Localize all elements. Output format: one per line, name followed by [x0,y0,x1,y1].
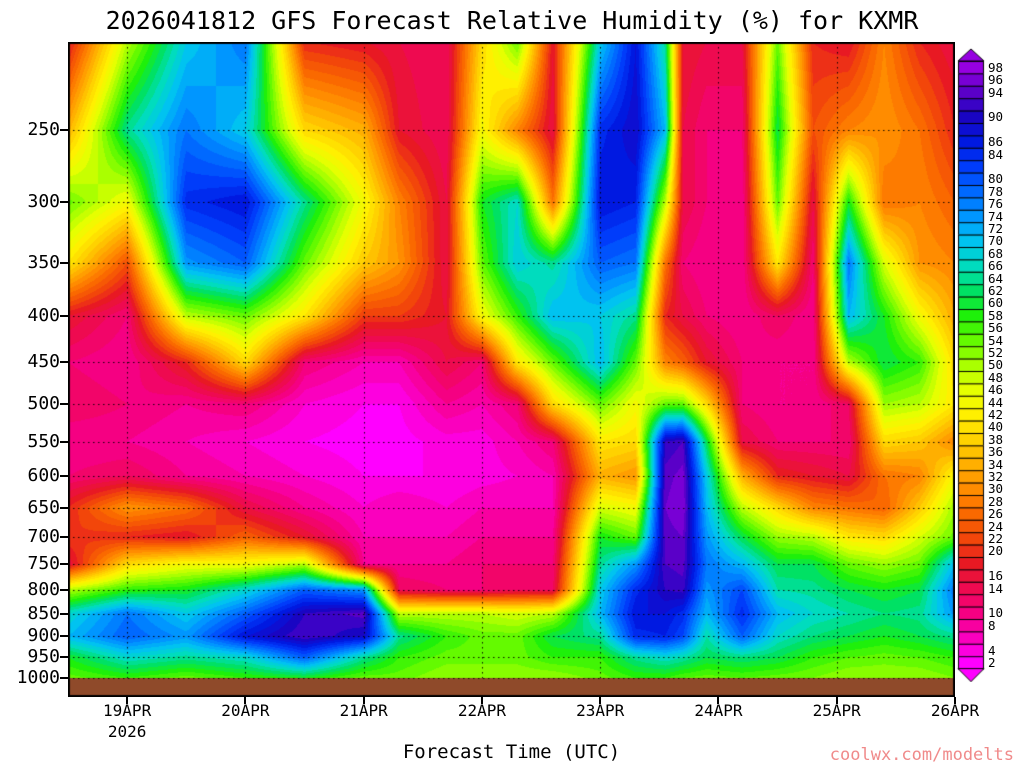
colorbar-tick-label: 34 [988,456,1004,472]
y-tick-label: 500 [27,392,60,414]
y-tick-label: 1000 [16,666,60,688]
y-tick-label: 350 [27,252,60,274]
colorbar-tick-label: 50 [988,357,1004,373]
y-tick-mark [60,402,68,405]
colorbar-tick-label: 38 [988,431,1004,447]
y-tick-mark [60,361,68,364]
x-tick-mark [717,697,720,704]
y-tick-label: 700 [27,525,60,547]
rh-heatmap-canvas [68,42,955,697]
y-tick-mark [60,506,68,509]
x-tick-label: 22APR [457,701,506,720]
y-tick-mark [60,201,68,204]
colorbar-tick-label: 20 [988,543,1004,559]
y-tick-label: 800 [27,578,60,600]
x-tick-mark [599,697,602,704]
x-tick-mark [835,697,838,704]
y-tick-mark [60,129,68,132]
y-tick-mark [60,612,68,615]
colorbar-tick-label: 86 [988,134,1004,150]
colorbar-canvas [956,48,988,682]
colorbar-tick-label: 90 [988,109,1004,125]
x-tick-mark [126,697,129,704]
colorbar-tick-label: 70 [988,233,1004,249]
colorbar-tick-label: 96 [988,72,1004,88]
colorbar-tick-label: 62 [988,282,1004,298]
y-tick-mark [60,314,68,317]
x-tick-label: 26APR [930,701,980,720]
x-tick-label: 24APR [694,701,743,720]
colorbar-tick-label: 44 [988,394,1004,410]
x-tick-label: 20APR [221,701,270,720]
colorbar-tick-label: 40 [988,419,1004,435]
colorbar-tick-label: 60 [988,295,1004,311]
colorbar-tick-label: 74 [988,208,1004,224]
colorbar-tick-label: 4 [988,642,996,658]
colorbar-tick-label: 46 [988,382,1004,398]
y-tick-label: 400 [27,304,60,326]
y-tick-label: 850 [27,602,60,624]
colorbar-tick-label: 56 [988,320,1004,336]
y-tick-label: 650 [27,496,60,518]
y-tick-label: 750 [27,553,60,575]
y-tick-mark [60,676,68,679]
chart-title: 2026041812 GFS Forecast Relative Humidit… [105,6,919,35]
x-tick-label: 23APR [576,701,625,720]
colorbar-tick-label: 84 [988,146,1004,162]
colorbar-tick-label: 52 [988,344,1004,360]
colorbar-tick-label: 64 [988,270,1004,286]
colorbar-tick-label: 2 [988,654,996,670]
colorbar-tick-label: 14 [988,580,1004,596]
colorbar-tick-label: 54 [988,332,1004,348]
y-tick-mark [60,440,68,443]
x-tick-label: 25APR [812,701,861,720]
y-tick-mark [60,563,68,566]
y-tick-mark [60,474,68,477]
year-label: 2026 [107,722,147,741]
colorbar-tick-label: 32 [988,468,1004,484]
y-tick-label: 600 [27,464,60,486]
colorbar-tick-label: 58 [988,307,1004,323]
y-tick-label: 250 [27,119,60,141]
colorbar-tick-label: 26 [988,506,1004,522]
x-axis-title: Forecast Time (UTC) [402,741,621,763]
x-tick-label: 19APR [103,701,152,720]
colorbar-tick-label: 76 [988,196,1004,212]
y-tick-label: 450 [27,351,60,373]
colorbar-tick-label: 8 [988,617,996,633]
x-tick-mark [480,697,483,704]
colorbar-tick-label: 98 [988,59,1004,75]
colorbar-tick-label: 66 [988,258,1004,274]
y-tick-mark [60,635,68,638]
x-tick-mark [244,697,247,704]
y-tick-mark [60,262,68,265]
y-tick-mark [60,588,68,591]
y-tick-label: 900 [27,625,60,647]
colorbar-tick-label: 16 [988,568,1004,584]
colorbar-tick-label: 24 [988,518,1004,534]
colorbar-tick-label: 28 [988,493,1004,509]
y-tick-label: 300 [27,191,60,213]
x-tick-mark [362,697,365,704]
colorbar-tick-label: 48 [988,369,1004,385]
watermark: coolwx.com/modelts [829,745,1014,765]
colorbar-tick-label: 72 [988,220,1004,236]
colorbar-tick-label: 42 [988,406,1004,422]
y-tick-mark [60,656,68,659]
colorbar-tick-label: 78 [988,183,1004,199]
colorbar-tick-label: 68 [988,245,1004,261]
colorbar-tick-label: 80 [988,171,1004,187]
y-tick-mark [60,535,68,538]
x-tick-label: 21APR [339,701,388,720]
y-tick-label: 550 [27,430,60,452]
y-tick-label: 950 [27,646,60,668]
colorbar-tick-label: 10 [988,605,1004,621]
colorbar-tick-label: 22 [988,530,1004,546]
colorbar-tick-label: 36 [988,444,1004,460]
colorbar-tick-label: 94 [988,84,1004,100]
x-tick-mark [954,697,956,704]
colorbar-tick-label: 30 [988,481,1004,497]
